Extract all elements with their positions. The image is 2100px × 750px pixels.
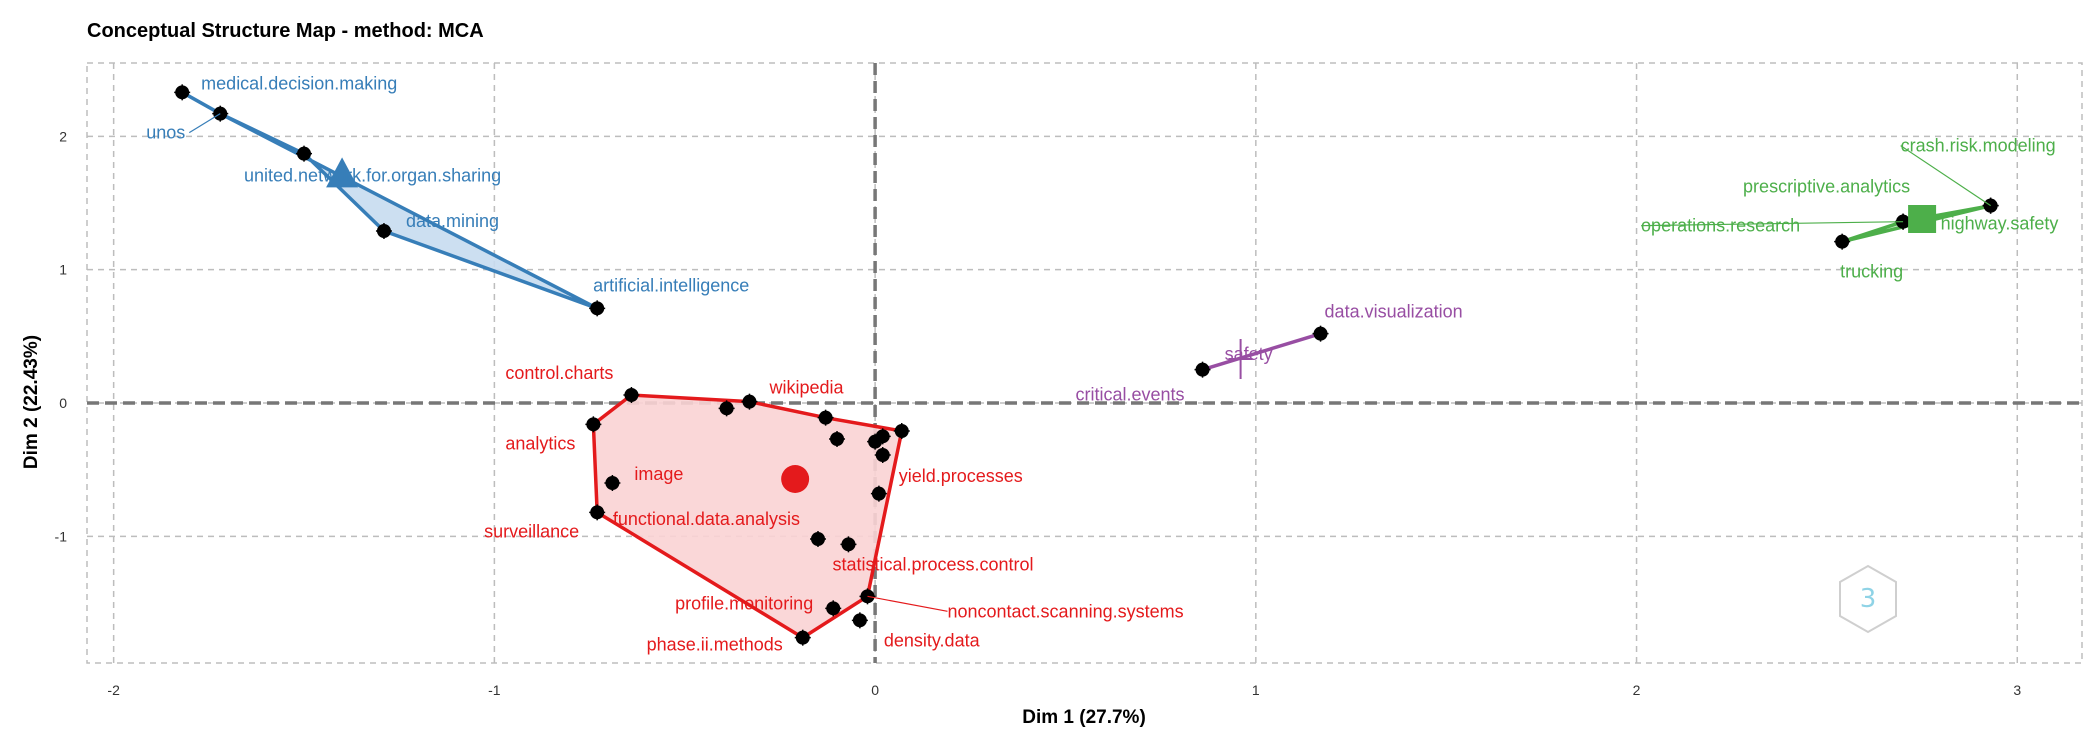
point-label: surveillance [484,521,579,541]
label-leader-line [1900,145,1991,207]
cluster-centroid [326,157,359,188]
data-point [376,224,391,238]
data-point [586,417,601,432]
data-point [1835,234,1850,249]
data-point [830,432,845,446]
data-point [719,401,734,416]
x-tick-label: 3 [2013,682,2021,698]
data-point [852,613,867,628]
point-label: yield.processes [899,466,1023,486]
y-tick-label: 1 [59,262,67,278]
data-point [810,532,825,546]
x-tick-label: -1 [488,682,501,698]
y-tick-label: 0 [59,395,67,411]
point-layer [174,84,1999,646]
point-label: data.mining [406,211,499,231]
point-label: medical.decision.making [201,73,397,93]
label-leader-line [188,113,221,134]
x-tick-label: 0 [871,682,879,698]
point-label: density.data [884,630,981,650]
data-point [795,630,810,645]
data-point [297,146,312,161]
data-point [1313,326,1328,341]
point-label: analytics [505,433,575,453]
x-tick-label: 2 [1633,682,1641,698]
label-leader-line [1641,221,1904,227]
point-label: trucking [1840,262,1903,282]
point-label: functional.data.analysis [613,509,800,529]
data-point [894,424,909,438]
grid-layer [86,62,2083,664]
point-label: highway.safety [1941,214,2059,234]
chart-title: Conceptual Structure Map - method: MCA [87,20,484,42]
y-axis-title: Dim 2 (22.43%) [21,335,42,469]
point-label: united.network.for.organ.sharing [244,166,501,186]
y-tick-label: -1 [55,528,68,544]
cluster-centroid [1908,205,1937,233]
x-tick-label: -2 [107,682,120,698]
point-label: operations.research [1641,216,1800,236]
point-label: unos [146,123,185,143]
cluster-centroid [781,465,810,493]
point-label: data.visualization [1325,302,1463,322]
axis-layer: -2 -1 0 1 2 3 -1 0 1 2 [55,63,2082,698]
label-leader-line [867,595,948,612]
cluster-hull [180,90,599,311]
label-layer: medical.decision.making unos united.networ… [146,73,2058,654]
point-label: crash.risk.modeling [1901,136,2056,156]
data-point [875,429,890,444]
bibliometrix-logo-icon: 3 [1839,564,1897,634]
panel-border [86,62,2083,664]
point-label: image [634,464,683,484]
point-label: safety [1225,344,1273,364]
point-label: artificial.intelligence [593,275,749,295]
x-tick-label: 1 [1252,682,1260,698]
point-label: noncontact.scanning.systems [947,601,1183,621]
data-point [818,410,833,425]
data-point [742,394,757,409]
point-label: critical.events [1075,385,1184,405]
point-label: control.charts [505,363,613,383]
x-axis-title: Dim 1 (27.7%) [1022,707,1146,728]
y-tick-label: 2 [59,128,67,144]
data-point [605,476,620,490]
data-point [175,85,190,100]
data-point [841,537,856,552]
data-point [1195,362,1210,377]
point-label: phase.ii.methods [647,635,783,655]
data-point [875,448,890,462]
data-point [826,601,841,616]
data-point [624,388,639,402]
svg-text:3: 3 [1860,584,1877,614]
data-point [871,486,886,501]
point-label: wikipedia [768,378,844,398]
data-point [590,505,605,520]
point-label: prescriptive.analytics [1743,177,1910,197]
point-label: profile.monitoring [675,593,813,613]
point-label: statistical.process.control [832,554,1033,574]
data-point [590,301,605,316]
centroid-layer [326,157,1937,493]
